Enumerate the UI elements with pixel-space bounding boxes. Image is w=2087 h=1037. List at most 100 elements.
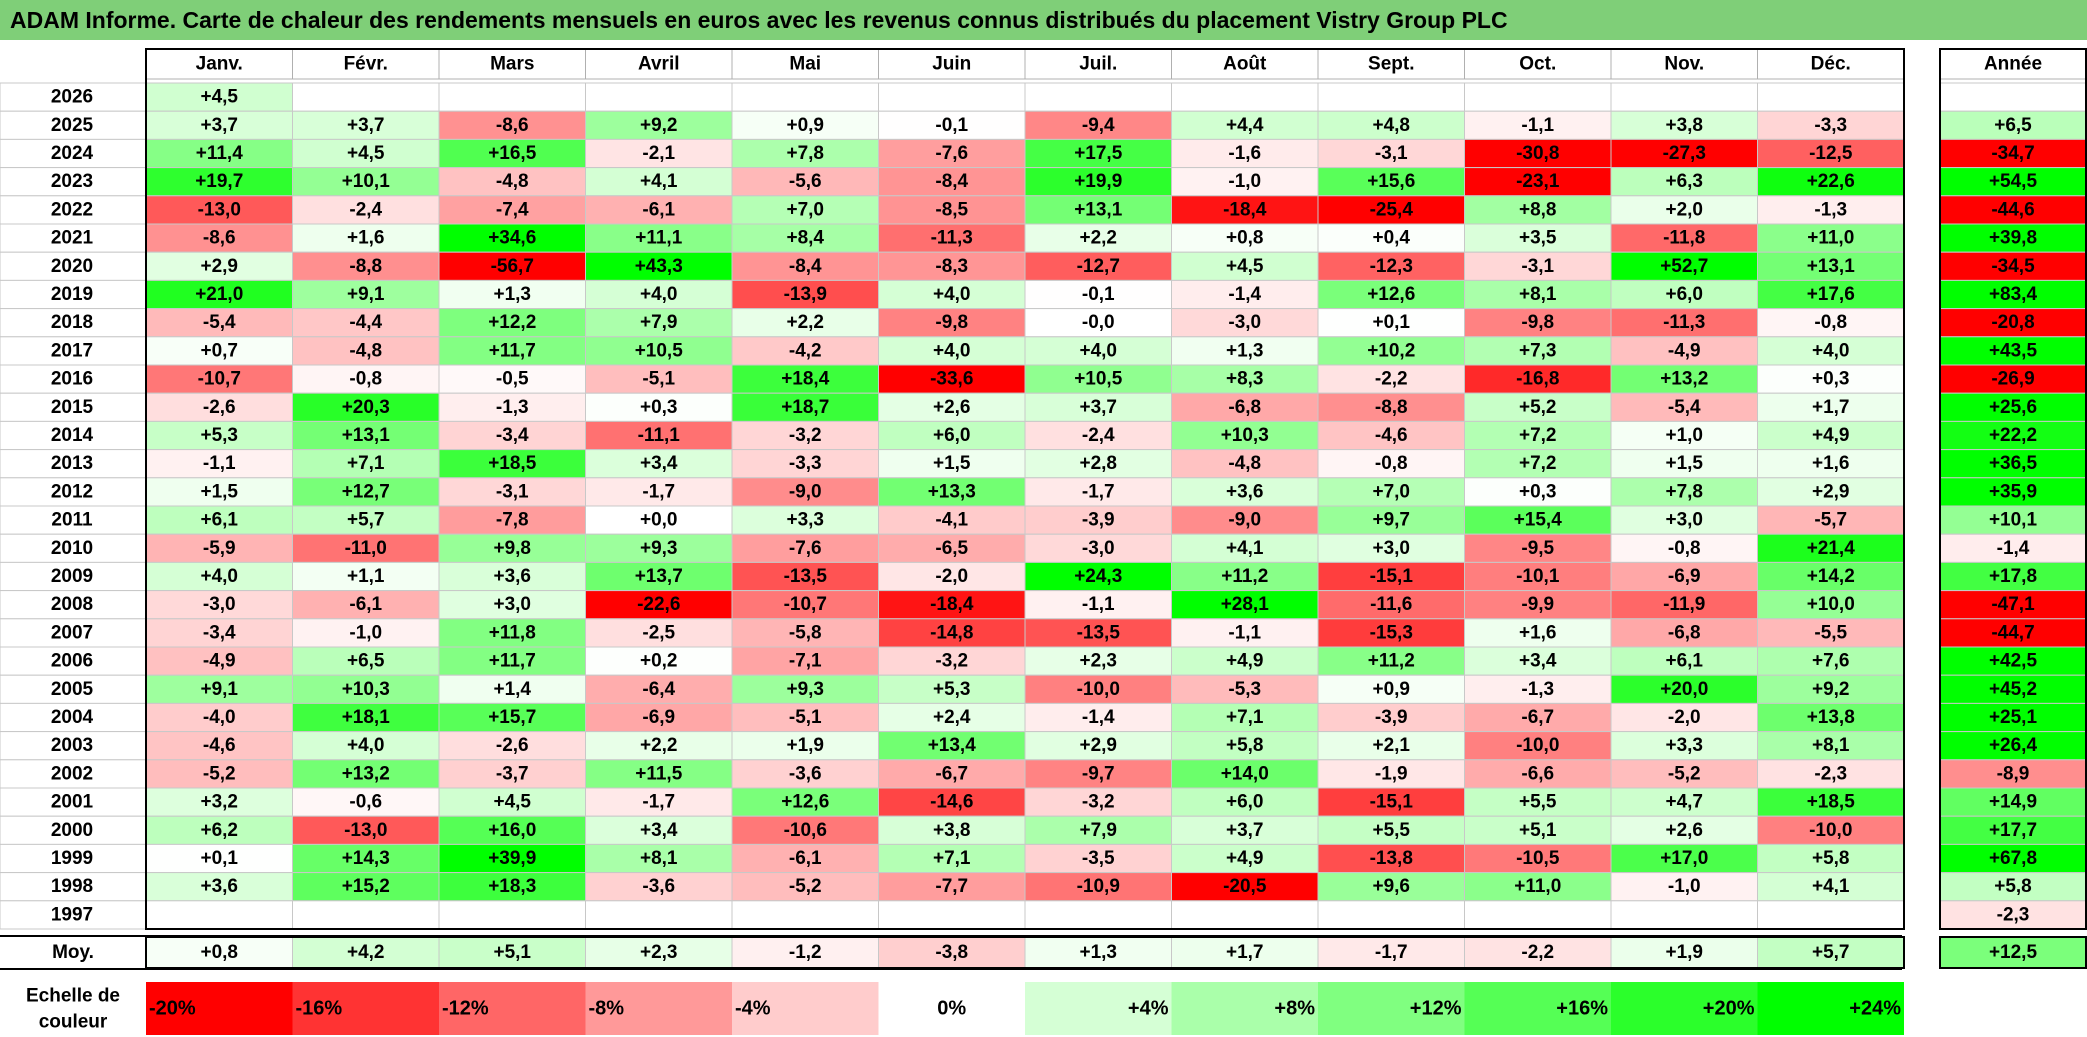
year-cell (0, 82, 147, 112)
cell-value-label: +2,6 (1665, 820, 1703, 841)
heatmap-cell (1024, 223, 1172, 253)
heatmap-cell (1610, 759, 1758, 789)
cell-value-label: -3,1 (496, 481, 529, 502)
cell-value-label: -3,2 (1082, 792, 1115, 813)
heatmap-cell (292, 364, 440, 394)
annual-value-label: -1,4 (1997, 538, 2030, 559)
cell-value-label: -1,0 (349, 622, 382, 643)
heatmap-cell (878, 646, 1026, 676)
month-header-cell (1317, 48, 1465, 80)
heatmap-cell (1757, 815, 1905, 845)
annual-border (1939, 48, 2087, 930)
cell-value-label: +11,7 (489, 340, 536, 361)
cell-value-label: +2,9 (200, 256, 238, 277)
cell-value-label: +0,8 (1226, 228, 1264, 249)
row-year-label: 2017 (51, 340, 93, 361)
cell-value-label: -2,3 (1814, 763, 1847, 784)
heatmap-cell (1464, 167, 1612, 197)
heatmap-cell (878, 561, 1026, 592)
avg-value-label: +1,7 (1226, 942, 1264, 963)
cell-value-label: +18,4 (781, 369, 830, 390)
cell-value-label: -1,1 (1082, 594, 1115, 615)
cell-value-label: +4,0 (1079, 340, 1117, 361)
row-year-label: 2022 (51, 199, 93, 220)
cell-value-label: +2,4 (933, 707, 971, 728)
row-year-label: 1999 (51, 848, 93, 869)
cell-value-label: -2,6 (496, 735, 529, 756)
row-year-label: 2007 (51, 622, 93, 643)
cell-value-label: +9,2 (640, 115, 678, 136)
heatmap-cell (292, 590, 440, 620)
cell-value-label: -5,6 (789, 171, 822, 192)
heatmap-cell (731, 646, 879, 676)
heatmap-cell (1464, 561, 1612, 592)
cell-value-label: -11,1 (638, 425, 681, 446)
heatmap-cell (145, 279, 293, 310)
cell-value-label: +16,5 (488, 143, 537, 164)
heatmap-cell (292, 815, 440, 845)
cell-value-label: -0,8 (349, 369, 382, 390)
scale-swatch-label: +8% (1274, 998, 1315, 1020)
annual-value-label: +25,6 (1989, 397, 2037, 418)
annual-value-label: +26,4 (1989, 735, 2038, 756)
cell-value-label: +13,1 (342, 425, 391, 446)
heatmap-cell (438, 843, 586, 874)
cell-value-label: +8,4 (786, 228, 824, 249)
cell-value-label: +8,1 (1519, 284, 1557, 305)
heatmap-cell (878, 872, 1026, 902)
cell-value-label: -13,8 (1370, 848, 1413, 869)
avg-value-label: +2,3 (640, 942, 678, 963)
cell-value-label: -1,0 (1668, 876, 1701, 897)
heatmap-cell (1757, 336, 1905, 366)
annual-value-label: -44,7 (1991, 622, 2034, 643)
heatmap-cell (1464, 815, 1612, 845)
heatmap-cell (145, 505, 293, 535)
year-cell (0, 731, 147, 761)
heatmap-cell (292, 731, 440, 761)
scale-swatch-label: +24% (1849, 998, 1901, 1020)
heatmap-cell (878, 674, 1026, 704)
heatmap-cell (1024, 110, 1172, 140)
cell-value-label: +8,3 (1226, 369, 1264, 390)
heatmap-cell (878, 787, 1026, 817)
month-header-cell (1024, 48, 1172, 80)
year-cell (0, 590, 147, 620)
cell-value-label: +4,0 (1812, 340, 1850, 361)
heatmap-cell (292, 533, 440, 563)
cell-value-label: -10,0 (1516, 735, 1559, 756)
heatmap-cell (585, 138, 733, 169)
cell-value-label: -3,4 (203, 622, 236, 643)
cell-value-label: -16,8 (1516, 369, 1559, 390)
heatmap-cell (1757, 900, 1905, 930)
cell-value-label: -2,0 (935, 566, 968, 587)
cell-value-label: +12,2 (488, 312, 536, 333)
heatmap-cell (585, 167, 733, 197)
cell-value-label: +4,9 (1226, 651, 1264, 672)
heatmap-cell (1610, 251, 1758, 281)
cell-value-label: -2,6 (203, 397, 236, 418)
cell-value-label: +24,3 (1074, 566, 1122, 587)
cell-value-label: +2,1 (1372, 735, 1410, 756)
heatmap-cell (1171, 195, 1319, 225)
cell-value-label: +7,0 (1372, 481, 1410, 502)
annual-header-cell (1939, 48, 2087, 80)
heatmap-cell (1024, 420, 1172, 451)
heatmap-cell (145, 82, 293, 112)
cell-value-label: -8,8 (349, 256, 382, 277)
heatmap-cell (292, 420, 440, 451)
annual-value-label: -20,8 (1991, 312, 2034, 333)
annual-value-label: +39,8 (1989, 228, 2037, 249)
row-year-label: 2013 (51, 453, 93, 474)
scale-swatch (146, 982, 293, 1035)
cell-value-label: -1,3 (1521, 679, 1554, 700)
cell-value-label: -1,4 (1082, 707, 1115, 728)
cell-value-label: +0,9 (1372, 679, 1410, 700)
heatmap-cell (585, 900, 733, 930)
cell-value-label: -9,9 (1521, 594, 1554, 615)
scale-swatch (1611, 982, 1758, 1035)
cell-value-label: -3,6 (789, 763, 822, 784)
heatmap-cell (292, 843, 440, 874)
scale-swatch (878, 982, 1025, 1035)
heatmap-cell (731, 561, 879, 592)
cell-value-label: -13,9 (784, 284, 827, 305)
